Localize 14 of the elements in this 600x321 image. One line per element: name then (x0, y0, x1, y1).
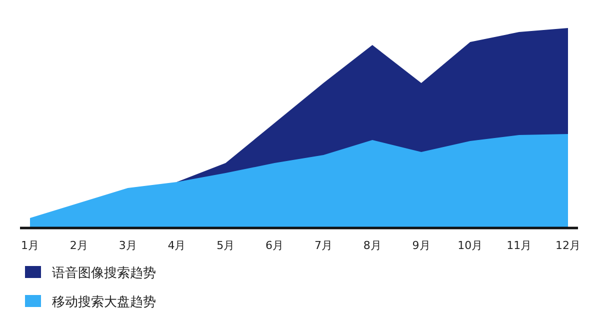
x-tick-label: 6月 (266, 239, 284, 252)
x-tick-label: 10月 (458, 239, 483, 252)
legend-label: 语音图像搜索趋势 (52, 266, 156, 281)
x-tick-label: 11月 (506, 239, 532, 252)
x-tick-label: 1月 (21, 239, 39, 252)
legend-label: 移动搜索大盘趋势 (52, 295, 156, 310)
x-tick-label: 7月 (314, 239, 332, 252)
x-tick-label: 9月 (412, 239, 430, 252)
x-tick-label: 5月 (216, 239, 235, 252)
x-tick-label: 12月 (556, 239, 580, 252)
x-tick-label: 8月 (363, 239, 382, 252)
x-tick-label: 3月 (118, 239, 137, 252)
x-tick-label: 4月 (168, 239, 186, 252)
x-tick-label: 2月 (70, 239, 88, 252)
